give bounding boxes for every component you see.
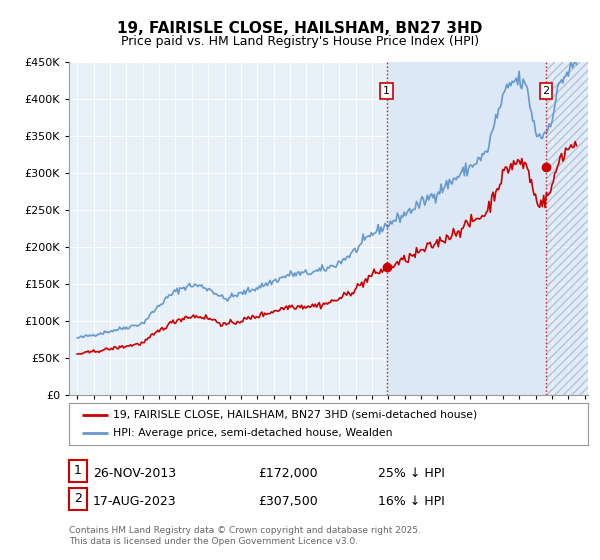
- Text: 17-AUG-2023: 17-AUG-2023: [93, 494, 176, 508]
- Bar: [546, 62, 588, 395]
- Text: 1: 1: [74, 464, 82, 478]
- Text: Contains HM Land Registry data © Crown copyright and database right 2025.
This d: Contains HM Land Registry data © Crown c…: [69, 526, 421, 546]
- Text: Price paid vs. HM Land Registry's House Price Index (HPI): Price paid vs. HM Land Registry's House …: [121, 35, 479, 48]
- Text: 2: 2: [74, 492, 82, 506]
- Text: 19, FAIRISLE CLOSE, HAILSHAM, BN27 3HD (semi-detached house): 19, FAIRISLE CLOSE, HAILSHAM, BN27 3HD (…: [113, 410, 478, 420]
- Text: 19, FAIRISLE CLOSE, HAILSHAM, BN27 3HD: 19, FAIRISLE CLOSE, HAILSHAM, BN27 3HD: [118, 21, 482, 36]
- Bar: [386, 62, 546, 395]
- Text: 25% ↓ HPI: 25% ↓ HPI: [378, 466, 445, 480]
- Text: HPI: Average price, semi-detached house, Wealden: HPI: Average price, semi-detached house,…: [113, 428, 392, 438]
- Text: 2: 2: [542, 86, 550, 96]
- Text: 1: 1: [383, 86, 390, 96]
- Text: £172,000: £172,000: [258, 466, 317, 480]
- Text: 16% ↓ HPI: 16% ↓ HPI: [378, 494, 445, 508]
- Text: 26-NOV-2013: 26-NOV-2013: [93, 466, 176, 480]
- Bar: [546, 62, 588, 395]
- Text: £307,500: £307,500: [258, 494, 318, 508]
